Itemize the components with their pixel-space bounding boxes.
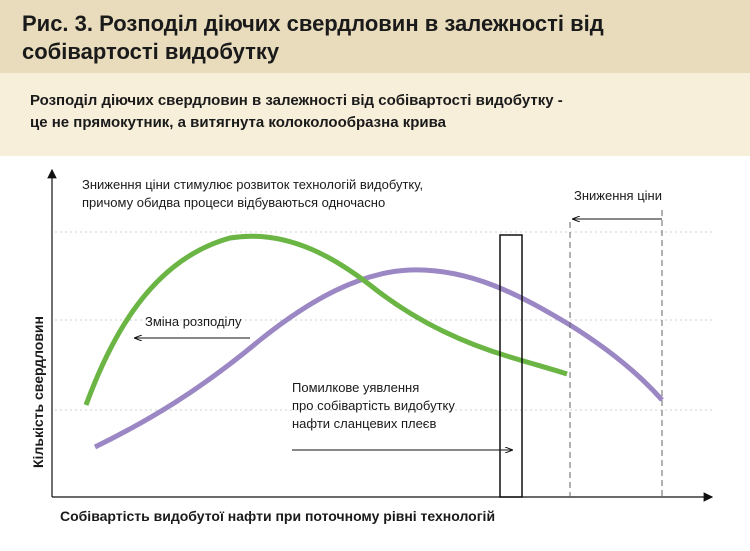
subtitle-line: це не прямокутник, а витягнута колоколоо… (30, 114, 447, 131)
x-axis-label: Собівартість видобутої нафти при поточно… (60, 508, 495, 524)
title-band (0, 0, 750, 73)
title-line: собівартості видобутку (22, 39, 280, 64)
price-drop-label: Зниження ціни (574, 188, 662, 203)
rectangle-misconception (499, 234, 523, 498)
green-curve (83, 233, 568, 406)
note-line: Зниження ціни стимулює розвиток технолог… (82, 177, 423, 192)
note-line: причому обидва процеси відбуваються одно… (82, 195, 385, 210)
distribution-change-label: Зміна розподілу (145, 314, 242, 329)
y-axis-label: Кількість свердловин (30, 316, 46, 468)
misconception-line: про собівартість видобутку (292, 398, 455, 413)
subtitle-band (0, 73, 750, 156)
misconception-line: нафти сланцевих плеєв (292, 416, 436, 431)
purple-curve (93, 267, 664, 450)
title-line: Рис. 3. Розподіл діючих свердловин в зал… (22, 11, 604, 36)
misconception-line: Помилкове уявлення (292, 380, 419, 395)
subtitle-line: Розподіл діючих свердловин в залежності … (30, 92, 563, 109)
